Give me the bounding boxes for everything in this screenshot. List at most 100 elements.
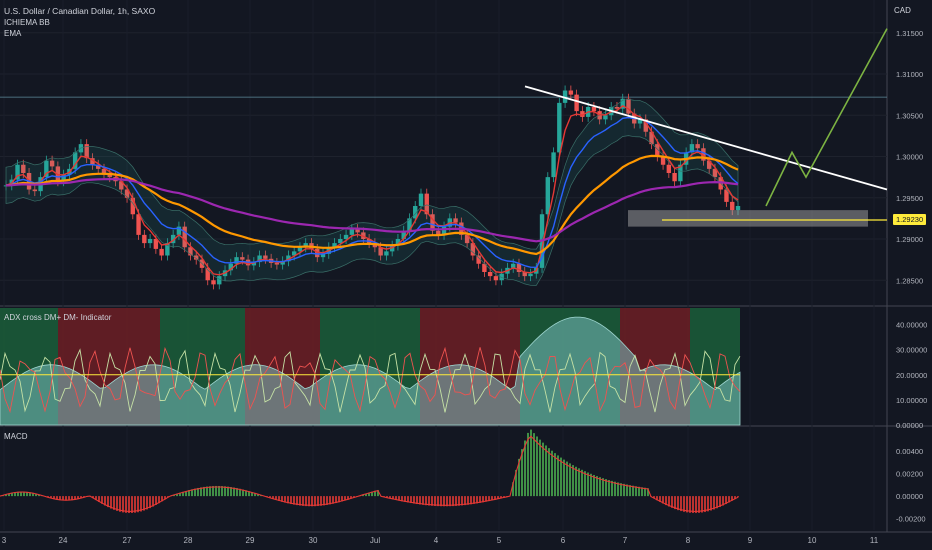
candle-body [666,164,672,173]
candle-body [343,234,349,239]
candle-body [228,263,233,271]
candle-body [257,255,262,263]
time-tick-label: 24 [59,536,68,545]
current-price-badge: 1.29230 [893,214,927,225]
time-tick-label: 10 [808,536,817,545]
candle-body [159,248,164,256]
candle-body [332,243,337,248]
candle-body [32,189,38,192]
candle-body [338,239,343,244]
candle-body [522,272,527,277]
price-tick-label: 1.29500 [896,194,923,203]
candle-body [101,168,107,175]
candle-body [441,226,447,235]
candle-body [568,90,574,95]
candle-body [453,218,458,223]
candle-body [424,193,429,215]
candle-body [384,251,389,256]
symbol-title: U.S. Dollar / Canadian Dollar, 1h, SAXO [4,6,156,16]
time-tick-label: 3 [2,536,7,545]
price-tick-label: 1.28500 [896,276,923,285]
candle-body [182,226,187,248]
adx-pane[interactable] [0,308,741,426]
candle-body [672,173,677,182]
time-tick-label: 4 [434,536,439,545]
candle-body [487,272,493,277]
candle-body [660,156,666,165]
indicator-ema-label[interactable]: EMA [4,29,22,38]
adx-tick-label: 10.00000 [896,396,927,405]
candle-body [124,189,130,198]
price-tick-label: 1.29000 [896,235,923,244]
candle-body [240,257,245,260]
candle-body [470,243,476,256]
candle-body [516,263,522,272]
macd-tick-label: 0.00200 [896,470,923,479]
support-zone [628,210,868,227]
time-tick-label: 9 [748,536,753,545]
candle-body [545,177,550,215]
price-axis[interactable]: 1.31500 1.31000 1.30500 1.30000 1.29500 1.290… [896,29,927,524]
time-tick-label: 30 [309,536,318,545]
candle-body [551,152,556,178]
price-tick-label: 1.31000 [896,70,923,79]
candle-body [557,102,562,153]
candle-body [436,230,441,235]
candle-body [188,247,193,256]
candle-body [286,255,291,262]
adx-pane-label[interactable]: ADX cross DM+ DM- Indicator [4,313,112,322]
price-tick-label: 1.31500 [896,29,923,38]
candle-body [274,262,280,265]
indicator-ichiema-label[interactable]: ICHIEMA BB [4,18,50,27]
candle-body [706,160,712,169]
time-tick-label: 28 [184,536,193,545]
ema-line [5,154,739,256]
candle-body [620,98,625,109]
candle-body [349,229,355,235]
candle-body [401,230,406,239]
price-pane[interactable] [0,28,888,290]
candle-body [297,247,303,252]
candle-body [107,174,112,178]
price-tick-label: 1.30000 [896,153,923,162]
time-tick-label: 5 [497,536,502,545]
currency-label: CAD [894,6,911,15]
candle-body [528,273,533,277]
price-tick-label: 1.30500 [896,111,923,120]
candle-body [280,261,285,265]
candle-body [389,245,395,252]
projection-path [765,28,888,207]
candle-body [44,160,49,178]
time-tick-label: 11 [870,536,879,545]
candle-body [176,226,182,235]
time-axis[interactable]: 3 24 27 28 29 30 Jul 4 5 6 7 8 9 10 11 [2,536,879,545]
macd-pane[interactable] [0,429,739,514]
candle-body [303,243,308,248]
candle-body [418,193,424,206]
candle-body [695,144,700,149]
candle-body [147,239,153,244]
ema-line [5,104,739,276]
candle-body [712,168,718,178]
candle-body [430,214,435,231]
adx-tick-label: 0.00000 [896,421,923,430]
time-tick-label: 6 [561,536,566,545]
ema-line [5,177,739,243]
candle-body [378,247,383,256]
candle-body [637,119,643,124]
macd-tick-label: -0.00200 [896,515,926,524]
candle-body [464,234,470,244]
candle-body [643,119,648,132]
dm-minus-line [0,346,741,414]
macd-pane-label[interactable]: MACD [4,432,28,441]
candle-body [136,214,141,235]
candle-body [614,107,620,109]
candle-body [263,255,268,259]
time-tick-label: 27 [123,536,132,545]
candle-body [49,160,55,167]
candle-body [291,251,297,256]
macd-signal-line [0,435,739,512]
candle-body [72,152,78,169]
